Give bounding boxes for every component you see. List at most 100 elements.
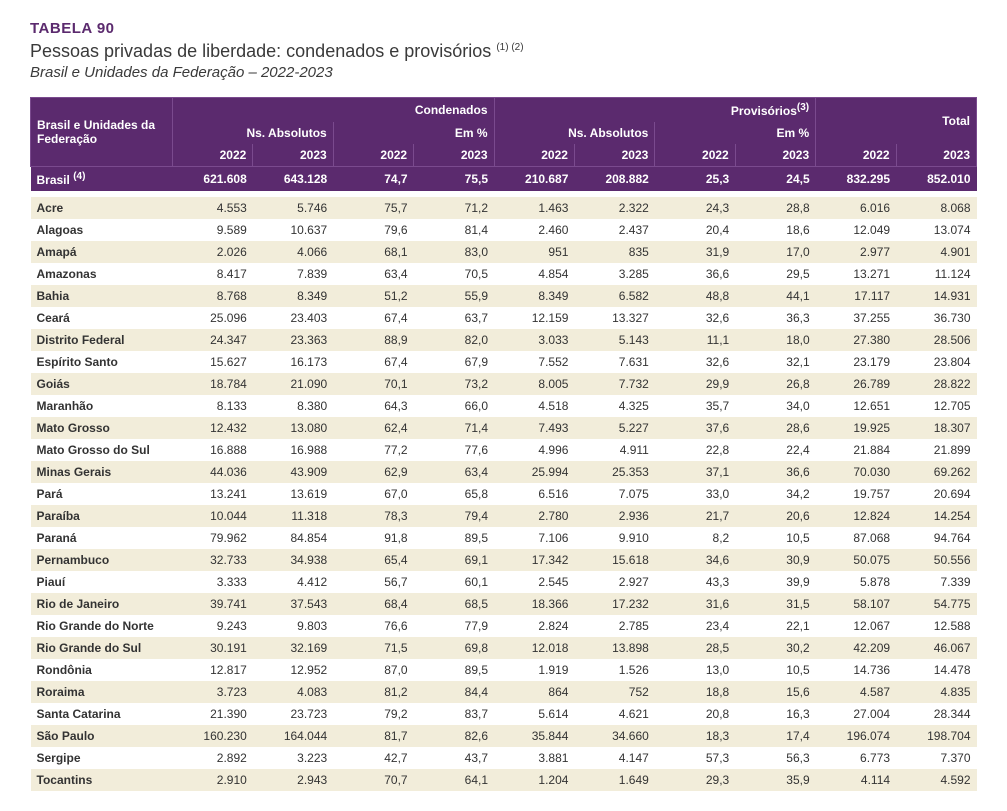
col-t23: 2023 — [896, 144, 976, 167]
cell-t23: 4.901 — [896, 241, 976, 263]
cell-p22: 2.460 — [494, 219, 574, 241]
cell-t22: 19.757 — [816, 483, 896, 505]
cell-label: Distrito Federal — [31, 329, 173, 351]
cell-label: Rio Grande do Sul — [31, 637, 173, 659]
cell-p23: 5.227 — [574, 417, 654, 439]
cell-p22: 25.994 — [494, 461, 574, 483]
cell-pp23: 36,3 — [735, 307, 815, 329]
cell-t22: 19.925 — [816, 417, 896, 439]
cell-pp22: 48,8 — [655, 285, 735, 307]
col-cp23: 2023 — [414, 144, 494, 167]
cell-c23: 16.988 — [253, 439, 333, 461]
row-brasil: Brasil (4) 621.608 643.128 74,7 75,5 210… — [31, 167, 977, 192]
cell-c23: 43.909 — [253, 461, 333, 483]
cell-cp23: 70,5 — [414, 263, 494, 285]
cell-cp22: 68,1 — [333, 241, 413, 263]
cell-cp22: 71,5 — [333, 637, 413, 659]
cell-label: São Paulo — [31, 725, 173, 747]
cell-cp23: 43,7 — [414, 747, 494, 769]
cell-pp22: 20,4 — [655, 219, 735, 241]
cell-c22: 160.230 — [172, 725, 252, 747]
cell-t22: 17.117 — [816, 285, 896, 307]
cell-c22: 24.347 — [172, 329, 252, 351]
cell-c23: 8.349 — [253, 285, 333, 307]
cell-c22: 39.741 — [172, 593, 252, 615]
cell-cp22: 42,7 — [333, 747, 413, 769]
cell-p23: 1.526 — [574, 659, 654, 681]
cell-c22: 32.733 — [172, 549, 252, 571]
cell-cp23: 75,5 — [414, 167, 494, 192]
cell-p23: 5.143 — [574, 329, 654, 351]
cell-cp22: 76,6 — [333, 615, 413, 637]
cell-cp22: 64,3 — [333, 395, 413, 417]
cell-p23: 4.147 — [574, 747, 654, 769]
cell-label: Acre — [31, 197, 173, 219]
cell-t22: 12.651 — [816, 395, 896, 417]
cell-t22: 6.016 — [816, 197, 896, 219]
cell-label: Mato Grosso — [31, 417, 173, 439]
cell-t22: 27.380 — [816, 329, 896, 351]
cell-c22: 8.768 — [172, 285, 252, 307]
cell-c23: 5.746 — [253, 197, 333, 219]
cell-p23: 2.785 — [574, 615, 654, 637]
cell-pp23: 29,5 — [735, 263, 815, 285]
cell-pp22: 20,8 — [655, 703, 735, 725]
cell-t22: 13.271 — [816, 263, 896, 285]
cell-c22: 18.784 — [172, 373, 252, 395]
cell-p22: 4.996 — [494, 439, 574, 461]
cell-t23: 8.068 — [896, 197, 976, 219]
cell-cp22: 74,7 — [333, 167, 413, 192]
cell-label: Mato Grosso do Sul — [31, 439, 173, 461]
cell-c23: 37.543 — [253, 593, 333, 615]
cell-p23: 15.618 — [574, 549, 654, 571]
table-row: Espírito Santo15.62716.17367,467,97.5527… — [31, 351, 977, 373]
cell-pp23: 18,6 — [735, 219, 815, 241]
table-row: Tocantins2.9102.94370,764,11.2041.64929,… — [31, 769, 977, 791]
cell-cp23: 68,5 — [414, 593, 494, 615]
table-row: Alagoas9.58910.63779,681,42.4602.43720,4… — [31, 219, 977, 241]
cell-c23: 3.223 — [253, 747, 333, 769]
table-number: TABELA 90 — [30, 20, 977, 37]
cell-pp22: 18,3 — [655, 725, 735, 747]
cell-cp22: 91,8 — [333, 527, 413, 549]
cell-cp22: 88,9 — [333, 329, 413, 351]
cell-p22: 1.204 — [494, 769, 574, 791]
cell-cp22: 67,0 — [333, 483, 413, 505]
cell-p23: 6.582 — [574, 285, 654, 307]
cell-pp22: 32,6 — [655, 351, 735, 373]
cell-cp23: 69,1 — [414, 549, 494, 571]
cell-label: Rio de Janeiro — [31, 593, 173, 615]
cell-p22: 2.780 — [494, 505, 574, 527]
cell-t22: 21.884 — [816, 439, 896, 461]
cell-pp23: 28,6 — [735, 417, 815, 439]
cell-c23: 7.839 — [253, 263, 333, 285]
cell-c22: 13.241 — [172, 483, 252, 505]
cell-cp23: 60,1 — [414, 571, 494, 593]
table-title: Pessoas privadas de liberdade: condenado… — [30, 41, 977, 62]
cell-cp23: 71,4 — [414, 417, 494, 439]
cell-p23: 752 — [574, 681, 654, 703]
col-pp23: 2023 — [735, 144, 815, 167]
cell-c23: 32.169 — [253, 637, 333, 659]
cell-t23: 4.835 — [896, 681, 976, 703]
cell-pp23: 56,3 — [735, 747, 815, 769]
cell-c23: 84.854 — [253, 527, 333, 549]
cell-label: Santa Catarina — [31, 703, 173, 725]
cell-p23: 7.732 — [574, 373, 654, 395]
cell-t22: 832.295 — [816, 167, 896, 192]
cell-label: Maranhão — [31, 395, 173, 417]
cell-p22: 1.463 — [494, 197, 574, 219]
cell-t23: 12.588 — [896, 615, 976, 637]
cell-c22: 25.096 — [172, 307, 252, 329]
cell-p22: 7.552 — [494, 351, 574, 373]
cell-p23: 3.285 — [574, 263, 654, 285]
col-c23: 2023 — [253, 144, 333, 167]
cell-p22: 2.824 — [494, 615, 574, 637]
col-region: Brasil e Unidades da Federação — [31, 98, 173, 167]
cell-pp23: 17,4 — [735, 725, 815, 747]
col-group-total: Total — [816, 98, 977, 145]
cell-pp22: 28,5 — [655, 637, 735, 659]
cell-cp22: 63,4 — [333, 263, 413, 285]
cell-pp23: 22,4 — [735, 439, 815, 461]
col-prov-pct: Em % — [655, 122, 816, 144]
